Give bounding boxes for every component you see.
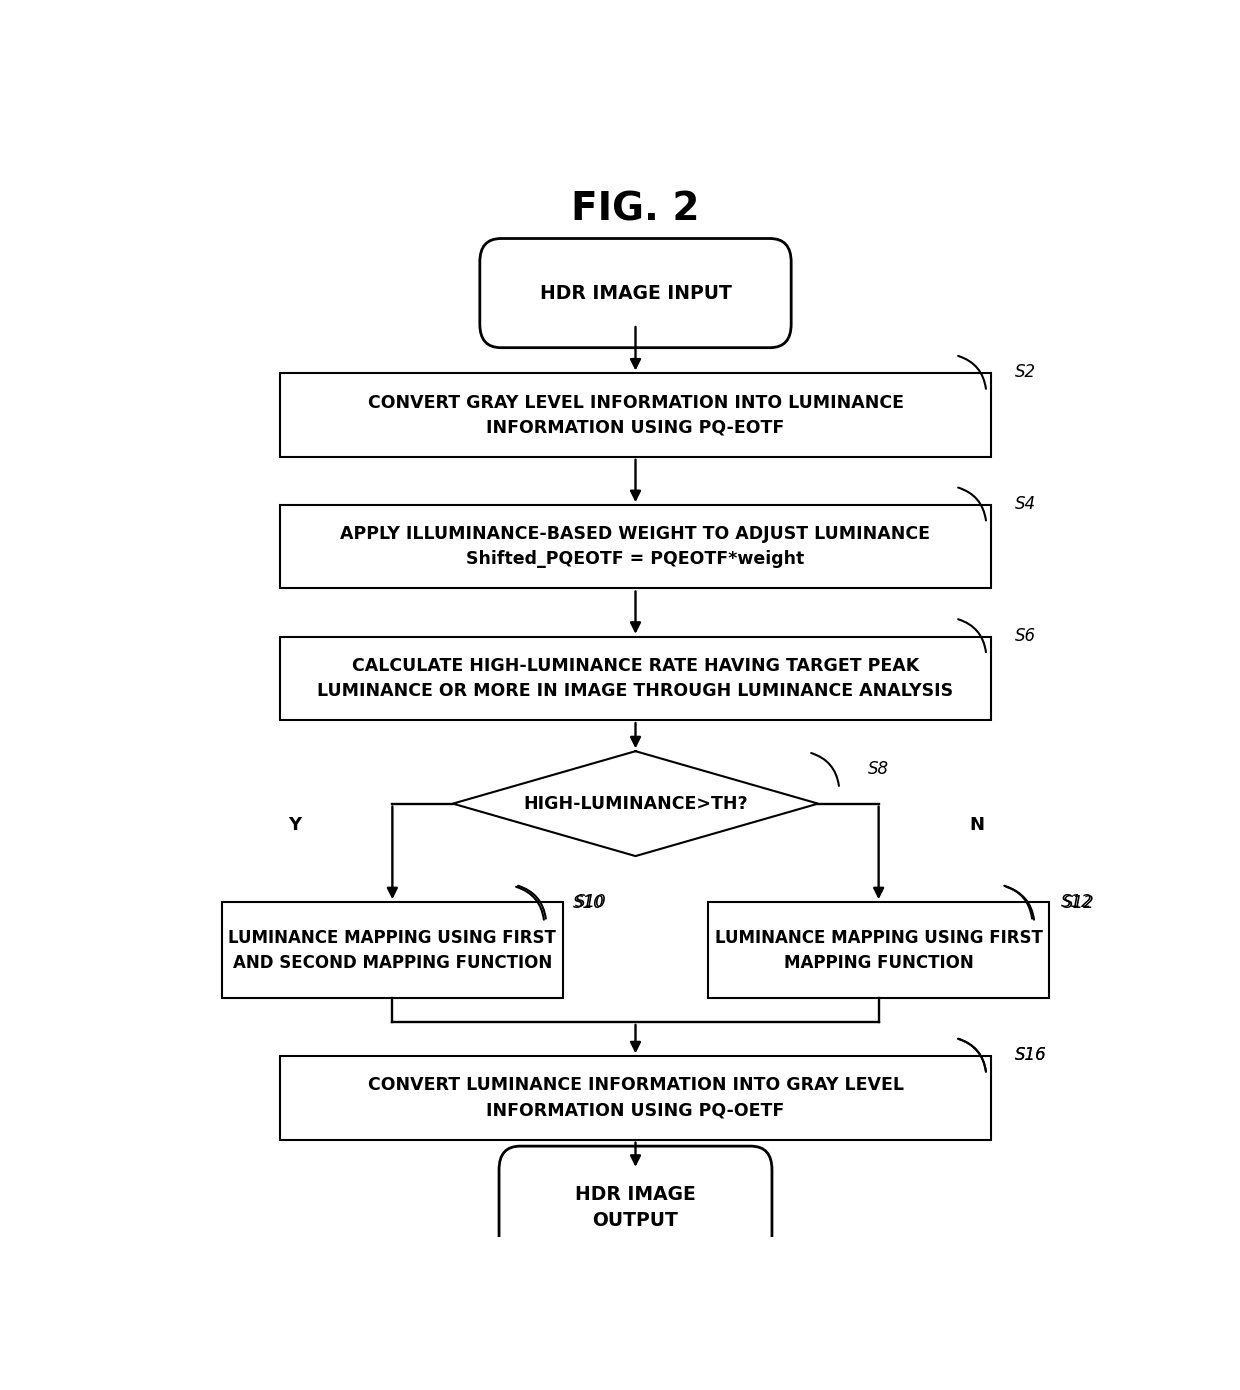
Text: S16: S16	[1016, 1047, 1047, 1065]
Text: Y: Y	[288, 816, 301, 834]
Text: S6: S6	[1016, 627, 1037, 645]
Text: CALCULATE HIGH-LUMINANCE RATE HAVING TARGET PEAK
LUMINANCE OR MORE IN IMAGE THRO: CALCULATE HIGH-LUMINANCE RATE HAVING TAR…	[317, 657, 954, 701]
Bar	[280, 505, 991, 588]
Text: LUMINANCE MAPPING USING FIRST
AND SECOND MAPPING FUNCTION: LUMINANCE MAPPING USING FIRST AND SECOND…	[228, 929, 557, 972]
Text: APPLY ILLUMINANCE-BASED WEIGHT TO ADJUST LUMINANCE
Shifted_PQEOTF = PQEOTF*weigh: APPLY ILLUMINANCE-BASED WEIGHT TO ADJUST…	[341, 525, 930, 569]
Polygon shape	[453, 751, 818, 856]
Text: CONVERT LUMINANCE INFORMATION INTO GRAY LEVEL
INFORMATION USING PQ-OETF: CONVERT LUMINANCE INFORMATION INTO GRAY …	[367, 1076, 904, 1119]
Text: HIGH-LUMINANCE>TH?: HIGH-LUMINANCE>TH?	[523, 795, 748, 813]
Bar	[280, 1056, 991, 1140]
Text: HDR IMAGE
OUTPUT: HDR IMAGE OUTPUT	[575, 1184, 696, 1230]
Text: S16: S16	[1016, 1047, 1047, 1065]
Bar	[708, 902, 1049, 998]
Text: S2: S2	[1016, 363, 1037, 381]
Text: FIG. 2: FIG. 2	[572, 190, 699, 228]
Text: S12: S12	[1061, 894, 1092, 910]
Bar	[280, 637, 991, 720]
Text: S4: S4	[1016, 495, 1037, 513]
Text: S10: S10	[575, 894, 606, 910]
FancyBboxPatch shape	[498, 1147, 773, 1268]
Bar	[222, 902, 563, 998]
Bar	[280, 374, 991, 457]
Text: S8: S8	[868, 760, 889, 778]
Text: LUMINANCE MAPPING USING FIRST
MAPPING FUNCTION: LUMINANCE MAPPING USING FIRST MAPPING FU…	[714, 929, 1043, 972]
Text: HDR IMAGE INPUT: HDR IMAGE INPUT	[539, 284, 732, 303]
FancyBboxPatch shape	[480, 239, 791, 348]
Text: S10: S10	[573, 894, 605, 912]
Text: S12: S12	[1063, 894, 1095, 912]
Text: CONVERT GRAY LEVEL INFORMATION INTO LUMINANCE
INFORMATION USING PQ-EOTF: CONVERT GRAY LEVEL INFORMATION INTO LUMI…	[367, 393, 904, 436]
Text: N: N	[970, 816, 985, 834]
